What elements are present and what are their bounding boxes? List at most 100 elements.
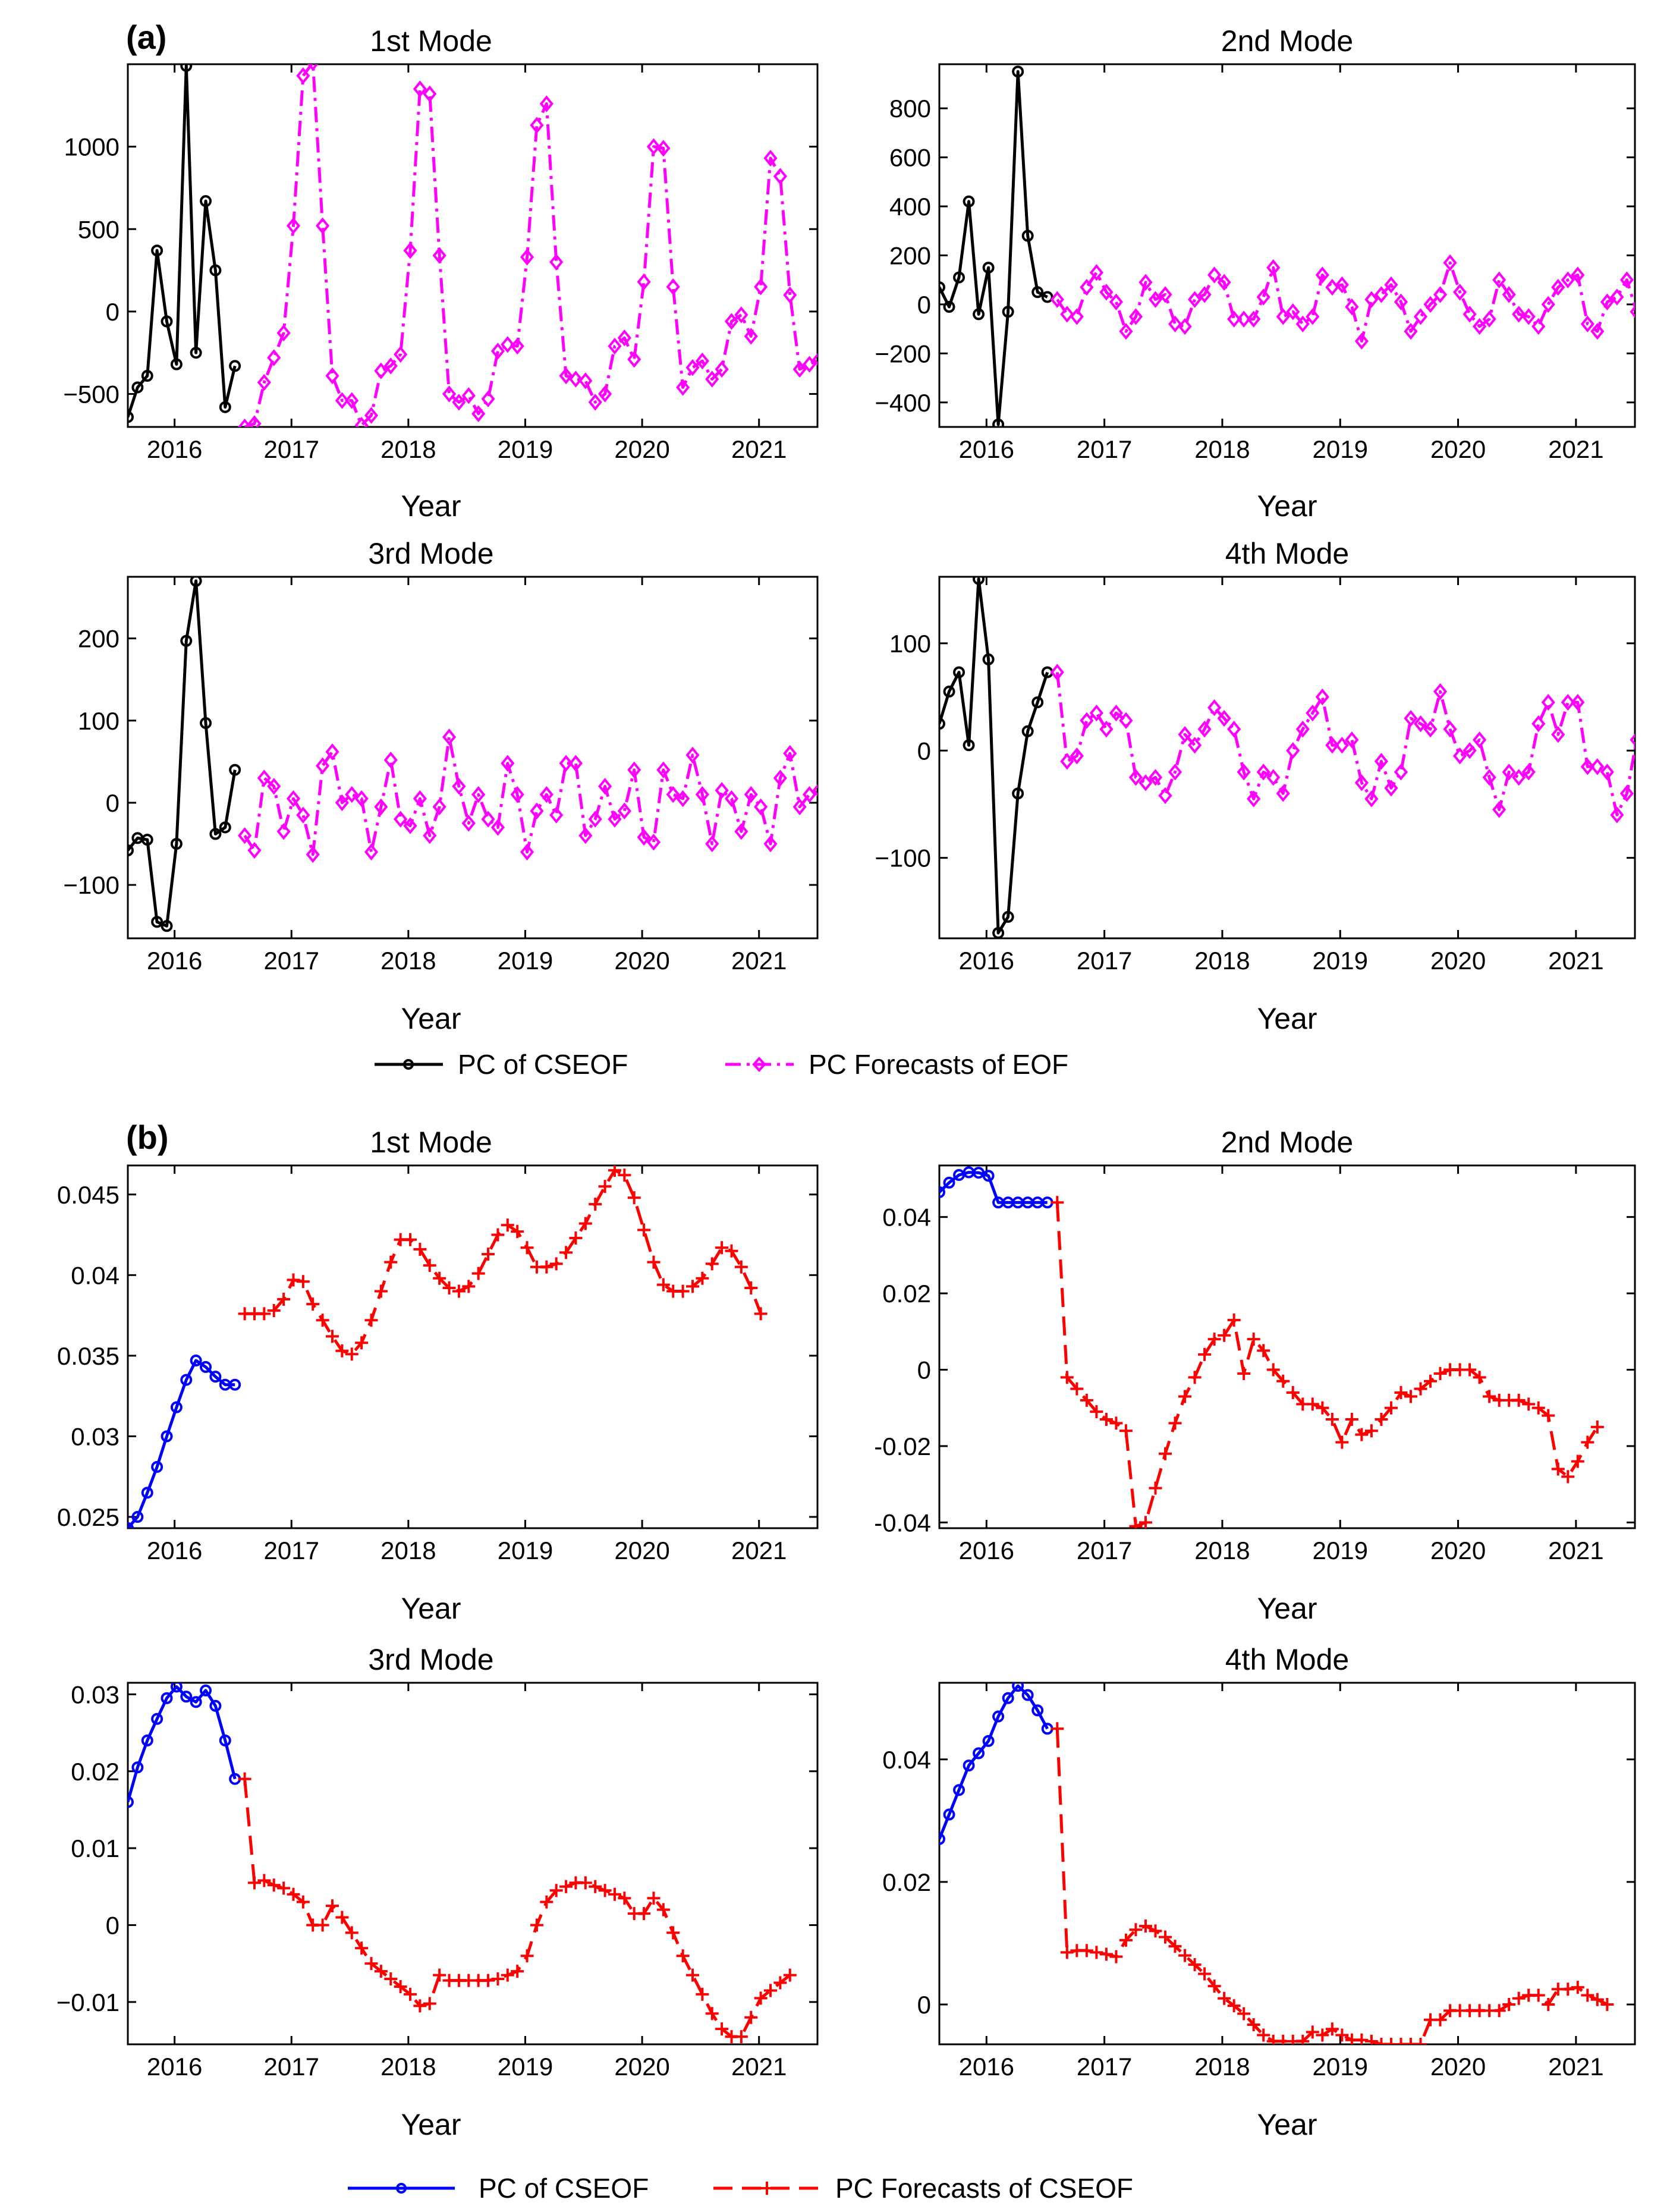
data-point <box>1542 1409 1555 1422</box>
data-point <box>982 1735 995 1747</box>
chart-title: 1st Mode <box>370 1126 492 1159</box>
data-point <box>1521 763 1536 781</box>
data-point <box>1315 266 1329 284</box>
data-point <box>510 337 524 355</box>
data-point <box>695 786 709 803</box>
data-point <box>1413 308 1428 325</box>
x-axis-label: Year <box>401 2108 461 2141</box>
data-point <box>1433 1366 1447 1380</box>
x-tick-label: 2021 <box>1548 1537 1603 1564</box>
data-point <box>530 802 544 819</box>
data-point <box>666 786 680 803</box>
data-point <box>1492 271 1507 288</box>
data-point <box>296 67 310 84</box>
data-point <box>773 1976 787 1990</box>
series-line <box>939 1171 1048 1204</box>
chart-title: 4th Mode <box>1225 1643 1349 1676</box>
y-tick-label: -0.02 <box>874 1432 931 1460</box>
data-point <box>190 1355 202 1367</box>
data-point <box>316 217 330 234</box>
data-point <box>316 1918 329 1932</box>
data-point <box>549 253 564 271</box>
data-point <box>1423 296 1438 313</box>
x-tick-label: 2017 <box>1077 435 1132 463</box>
data-point <box>200 1684 212 1696</box>
data-point <box>646 138 661 155</box>
data-point <box>374 1284 388 1298</box>
chart-b-2nd-mode: 2nd Mode 2016 2017 2018 2019 2020 2021 -0.04 -0.… <box>874 1126 1636 1625</box>
data-point <box>471 405 486 422</box>
data-point <box>1002 306 1014 318</box>
data-point <box>1218 1328 1231 1342</box>
data-point <box>1109 704 1124 722</box>
chart-a-4th-mode: 4th Mode 2016 2017 2018 2019 2020 2021 −100 0 100… <box>875 537 1636 1035</box>
data-point <box>432 798 446 816</box>
data-point <box>676 379 690 396</box>
data-point <box>992 418 1005 427</box>
data-point <box>355 1336 369 1350</box>
data-point <box>131 1511 144 1523</box>
x-tick-label: 2019 <box>1313 2053 1368 2081</box>
data-point <box>1099 1947 1113 1961</box>
data-point <box>1551 726 1565 743</box>
data-point <box>559 1880 573 1893</box>
data-point <box>1581 1435 1594 1449</box>
y-tick-label: 0.03 <box>71 1422 119 1450</box>
legend-label-eof-forecast: PC Forecasts of EOF <box>809 1049 1068 1080</box>
chart-title: 2nd Mode <box>1221 1126 1353 1159</box>
x-tick-label: 2018 <box>380 435 436 463</box>
data-point <box>520 249 534 266</box>
data-point <box>1286 303 1300 321</box>
x-tick-label: 2017 <box>264 435 319 463</box>
data-point <box>354 417 369 427</box>
data-point <box>973 1747 985 1759</box>
data-point <box>490 819 505 836</box>
data-point <box>763 835 778 853</box>
data-point <box>802 786 817 803</box>
data-point <box>764 1984 777 1997</box>
y-tick-label: -0.04 <box>874 1509 931 1537</box>
data-point <box>696 1987 709 2001</box>
data-point <box>1580 315 1594 333</box>
data-point <box>1148 769 1163 786</box>
x-tick-label: 2016 <box>959 947 1014 975</box>
series-line <box>1055 672 1635 816</box>
x-tick-label: 2019 <box>1313 1537 1368 1564</box>
data-point <box>364 1314 378 1327</box>
data-point <box>374 798 388 816</box>
data-point <box>685 1280 699 1293</box>
data-point <box>161 1692 173 1704</box>
data-point <box>1266 769 1281 786</box>
chart-title: 3rd Mode <box>368 1643 493 1676</box>
data-point <box>209 1699 222 1712</box>
data-point <box>1247 310 1261 328</box>
data-point <box>1109 293 1124 310</box>
data-point <box>296 1895 310 1909</box>
data-point <box>559 755 573 772</box>
data-point <box>1276 308 1290 325</box>
data-point <box>1031 286 1044 299</box>
data-point <box>1561 271 1575 288</box>
x-tick-label: 2018 <box>1194 947 1250 975</box>
data-point <box>1119 712 1133 729</box>
data-point <box>1197 286 1212 303</box>
data-point <box>267 778 281 795</box>
data-point <box>1080 278 1094 296</box>
data-point <box>1089 264 1103 281</box>
data-point <box>1384 276 1398 294</box>
data-point <box>200 717 212 729</box>
data-point <box>1099 1413 1113 1426</box>
data-point <box>1404 323 1418 340</box>
data-point <box>802 356 817 373</box>
data-point <box>676 1284 690 1298</box>
x-axis-label: Year <box>1257 2108 1317 2141</box>
data-point <box>200 1360 212 1373</box>
data-point <box>992 926 1005 938</box>
data-point <box>754 798 768 816</box>
data-point <box>1227 1999 1241 2013</box>
x-tick-label: 2017 <box>264 1537 319 1564</box>
data-point <box>1090 1946 1103 1959</box>
data-point <box>1619 785 1634 802</box>
data-point <box>744 1281 758 1295</box>
data-point <box>568 755 583 772</box>
